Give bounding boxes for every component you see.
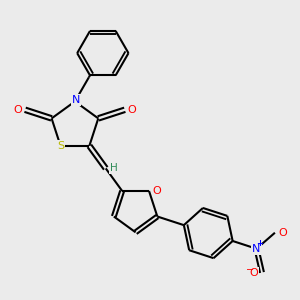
Text: O: O bbox=[250, 268, 259, 278]
Text: O: O bbox=[128, 105, 136, 115]
Text: O: O bbox=[278, 228, 287, 238]
Text: N: N bbox=[252, 244, 261, 254]
Text: −: − bbox=[246, 265, 254, 275]
Text: O: O bbox=[152, 186, 161, 196]
Text: +: + bbox=[256, 239, 263, 248]
Text: S: S bbox=[57, 141, 64, 151]
Text: H: H bbox=[110, 164, 118, 173]
Text: O: O bbox=[14, 105, 22, 115]
Text: N: N bbox=[72, 95, 80, 105]
